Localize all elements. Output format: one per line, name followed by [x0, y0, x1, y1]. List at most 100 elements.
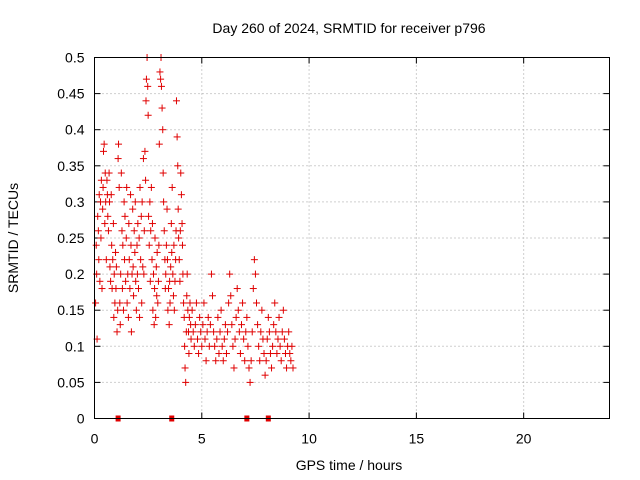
data-point [138, 299, 146, 307]
data-point [122, 277, 130, 285]
data-point [116, 321, 124, 329]
data-point [245, 364, 253, 372]
data-point [253, 299, 261, 307]
data-point [178, 241, 186, 249]
data-point [244, 342, 252, 350]
data-point [279, 306, 287, 314]
data-point [127, 328, 135, 336]
data-point [100, 147, 108, 155]
data-point [119, 306, 127, 314]
y-tick-label: 0.15 [57, 302, 84, 318]
data-point [134, 285, 142, 293]
data-point [176, 277, 184, 285]
data-point [123, 299, 131, 307]
data-point [220, 335, 228, 343]
data-point [102, 256, 110, 264]
data-point [159, 169, 167, 177]
data-point [137, 212, 145, 220]
data-point [195, 350, 203, 358]
data-point [271, 299, 279, 307]
data-point [110, 270, 118, 278]
data-point [196, 313, 204, 321]
data-point [177, 169, 185, 177]
data-point [241, 357, 249, 365]
data-point [182, 378, 190, 386]
data-point [150, 321, 158, 329]
data-point [118, 285, 126, 293]
x-tick-label: 20 [516, 431, 532, 447]
data-point [287, 357, 295, 365]
data-point [272, 328, 280, 336]
data-point [101, 220, 109, 228]
chart-title: Day 260 of 2024, SRMTID for receiver p79… [212, 20, 485, 36]
data-point [153, 292, 161, 300]
x-tick-labels: 0 5 10 15 20 [91, 431, 532, 447]
data-point [123, 183, 131, 191]
data-point [154, 299, 162, 307]
data-point [151, 285, 159, 293]
data-point [133, 270, 141, 278]
data-point [243, 313, 251, 321]
data-point [130, 227, 138, 235]
data-point [152, 313, 160, 321]
data-point [110, 313, 118, 321]
data-point [181, 342, 189, 350]
data-point [247, 357, 255, 365]
data-point [109, 220, 117, 228]
data-point [273, 350, 281, 358]
data-point [96, 277, 104, 285]
data-point [132, 277, 140, 285]
data-point [215, 350, 223, 358]
data-point [133, 241, 141, 249]
data-point [264, 313, 272, 321]
data-point [115, 183, 123, 191]
data-point [104, 212, 112, 220]
data-point [97, 234, 105, 242]
data-point [151, 234, 159, 242]
data-point [221, 321, 229, 329]
data-point [200, 299, 208, 307]
data-point [222, 350, 230, 358]
data-point [106, 198, 114, 206]
data-point [260, 350, 268, 358]
data-point [283, 364, 291, 372]
data-point [167, 263, 175, 271]
data-point [163, 256, 171, 264]
data-point [227, 292, 235, 300]
tick-marks [94, 57, 610, 419]
data-point [100, 140, 108, 148]
x-tick-label: 0 [91, 431, 99, 447]
data-point [155, 241, 163, 249]
data-point [146, 277, 154, 285]
data-point [268, 364, 276, 372]
data-point [232, 313, 240, 321]
data-point [164, 306, 172, 314]
data-point [98, 285, 106, 293]
x-tick-label: 10 [301, 431, 317, 447]
data-point [262, 357, 270, 365]
data-point [103, 176, 111, 184]
data-point [165, 321, 173, 329]
data-point [137, 256, 145, 264]
data-point [234, 306, 242, 314]
data-point [124, 313, 132, 321]
data-point [229, 342, 237, 350]
data-point [206, 321, 214, 329]
data-point [228, 321, 236, 329]
data-point [112, 248, 120, 256]
data-point [224, 328, 232, 336]
data-point [99, 205, 107, 213]
x-tick-label: 15 [409, 431, 425, 447]
data-point [163, 205, 171, 213]
data-point [119, 241, 127, 249]
data-point [286, 350, 294, 358]
data-point [177, 191, 185, 199]
data-point [275, 313, 283, 321]
data-point [167, 220, 175, 228]
data-point [242, 328, 250, 336]
data-point [125, 256, 133, 264]
data-point [145, 241, 153, 249]
data-point [197, 328, 205, 336]
data-point [189, 328, 197, 336]
